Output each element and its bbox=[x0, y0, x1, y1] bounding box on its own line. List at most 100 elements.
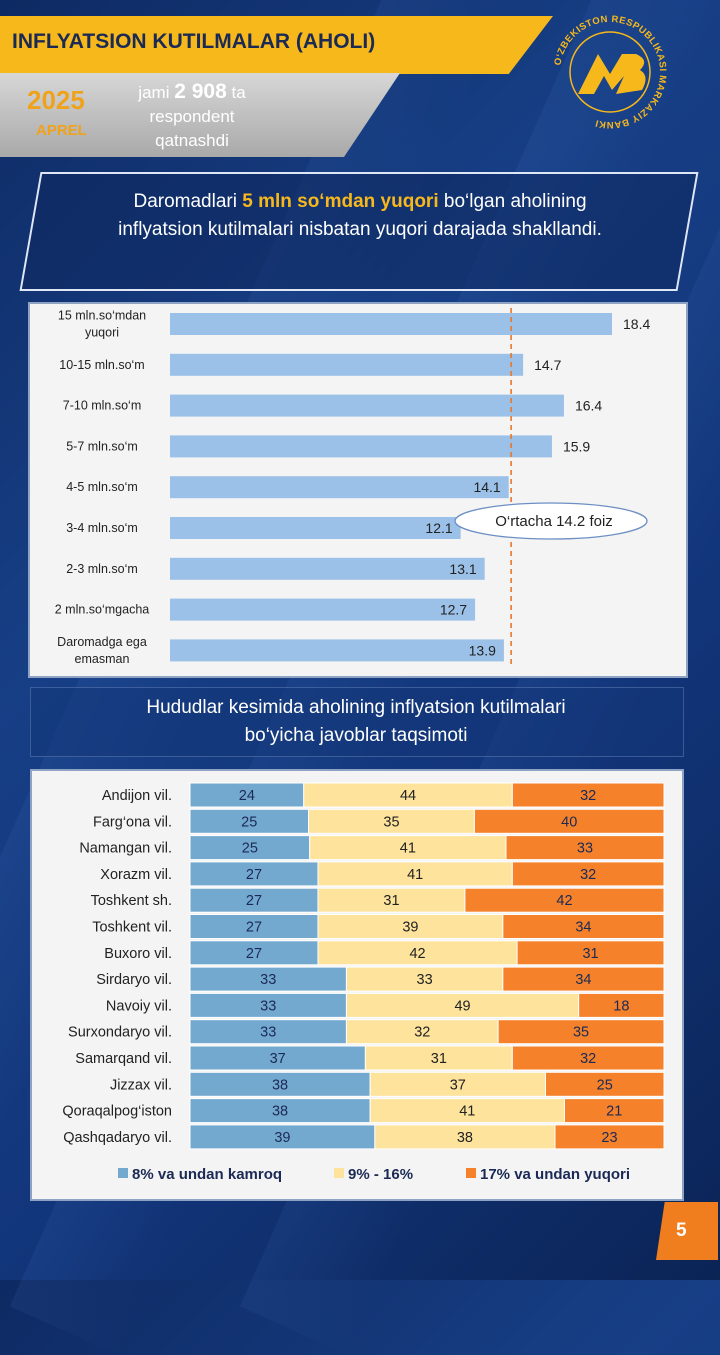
region-label: Namangan vil. bbox=[79, 841, 172, 857]
category-label: yuqori bbox=[85, 326, 119, 340]
stack-segment bbox=[364, 1045, 513, 1071]
page-badge bbox=[656, 1202, 718, 1260]
data-label: 13.1 bbox=[449, 561, 476, 577]
region-label: Sirdaryo vil. bbox=[96, 972, 172, 988]
region-label: Andijon vil. bbox=[102, 788, 172, 804]
stack-segment bbox=[189, 992, 347, 1018]
info-bar bbox=[0, 73, 400, 157]
data-label: 12.7 bbox=[440, 602, 467, 618]
average-annotation: O‘rtacha 14.2 foiz bbox=[495, 513, 613, 530]
segment-label: 31 bbox=[383, 893, 399, 909]
stack-segment bbox=[502, 966, 665, 992]
legend-label: 17% va undan yuqori bbox=[480, 1166, 630, 1183]
stack-segment bbox=[511, 861, 665, 887]
stack-segment bbox=[189, 782, 305, 808]
data-label: 12.1 bbox=[425, 520, 452, 536]
segment-label: 25 bbox=[242, 841, 258, 857]
stack-segment bbox=[189, 808, 309, 834]
category-label: 10-15 mln.so‘m bbox=[59, 358, 144, 372]
legend-swatch bbox=[466, 1168, 476, 1178]
title-banner bbox=[0, 16, 553, 74]
segment-label: 32 bbox=[580, 867, 596, 883]
segment-label: 41 bbox=[407, 867, 423, 883]
stack-segment bbox=[502, 914, 665, 939]
segment-label: 21 bbox=[606, 1104, 622, 1120]
segment-label: 37 bbox=[450, 1077, 466, 1093]
segment-label: 44 bbox=[400, 788, 416, 804]
segment-label: 33 bbox=[260, 972, 276, 988]
income-expectations-chart: 15 mln.so‘mdan yuqori 18.4 10-15 mln.so‘m 14… bbox=[55, 308, 650, 668]
central-bank-logo: O‘ZBEKISTON RESPUBLIKASI MARKAZIY BANKI bbox=[552, 14, 667, 130]
average-annotation-bubble bbox=[454, 502, 648, 540]
region-label: Qashqadaryo vil. bbox=[63, 1130, 172, 1146]
category-label: 15 mln.so‘mdan bbox=[58, 309, 146, 323]
region-label: Farg‘ona vil. bbox=[93, 814, 172, 830]
stack-segment bbox=[545, 1071, 665, 1097]
bar bbox=[170, 598, 476, 621]
region-label: Toshkent vil. bbox=[92, 920, 172, 936]
segment-label: 37 bbox=[270, 1051, 286, 1067]
segment-label: 32 bbox=[414, 1025, 430, 1041]
category-label: 3-4 mln.so‘m bbox=[66, 521, 138, 535]
segment-label: 23 bbox=[601, 1130, 617, 1146]
segment-label: 32 bbox=[580, 1051, 596, 1067]
region-label: Buxoro vil. bbox=[104, 946, 172, 962]
bar bbox=[170, 313, 612, 335]
segment-label: 18 bbox=[613, 998, 629, 1014]
segment-label: 41 bbox=[400, 841, 416, 857]
stack-segment bbox=[309, 835, 507, 861]
region-label: Samarqand vil. bbox=[75, 1051, 172, 1067]
stack-segment bbox=[497, 1019, 665, 1045]
legend-swatch bbox=[334, 1168, 344, 1178]
data-label: 18.4 bbox=[623, 316, 650, 332]
stack-segment bbox=[189, 1019, 347, 1045]
stack-segment bbox=[578, 992, 665, 1018]
region-label: Toshkent sh. bbox=[91, 893, 172, 909]
respondents-count: 2 908 bbox=[174, 80, 227, 103]
stack-segment bbox=[189, 1045, 366, 1071]
data-label: 14.1 bbox=[473, 479, 500, 495]
stack-segment bbox=[308, 808, 475, 834]
segment-label: 32 bbox=[580, 788, 596, 804]
segment-label: 33 bbox=[260, 998, 276, 1014]
regions-distribution-chart: 24 44 32 Andijon vil. 25 35 40 Farg‘ona vil. 25 4… bbox=[62, 782, 665, 1183]
segment-label: 42 bbox=[409, 946, 425, 962]
bar bbox=[170, 435, 552, 458]
category-label: Daromadga ega bbox=[57, 635, 147, 649]
region-label: Qoraqalpog‘iston bbox=[62, 1104, 172, 1120]
segment-label: 27 bbox=[246, 867, 262, 883]
category-label: 2-3 mln.so‘m bbox=[66, 562, 138, 576]
stack-segment bbox=[505, 835, 665, 861]
segment-label: 35 bbox=[383, 814, 399, 830]
stack-segment bbox=[563, 1098, 665, 1124]
respondents-info: jami 2 908 ta respondent qatnashdi bbox=[138, 80, 246, 150]
segment-label: 27 bbox=[246, 920, 262, 936]
stack-segment bbox=[189, 887, 319, 913]
stack-segment bbox=[345, 1019, 499, 1045]
bar bbox=[170, 394, 564, 417]
section2-title: Hududlar kesimida aholining inflyatsion … bbox=[146, 697, 566, 746]
region-label: Navoiy vil. bbox=[106, 998, 172, 1014]
segment-label: 39 bbox=[402, 920, 418, 936]
bar bbox=[170, 353, 524, 376]
stack-segment bbox=[554, 1124, 665, 1150]
section2-band bbox=[30, 687, 684, 757]
stack-segment bbox=[189, 1124, 376, 1150]
segment-label: 38 bbox=[272, 1077, 288, 1093]
segment-label: 33 bbox=[577, 841, 593, 857]
report-year: 2025 bbox=[27, 85, 85, 115]
segment-label: 27 bbox=[246, 946, 262, 962]
stack-segment bbox=[511, 782, 665, 808]
stack-segment bbox=[317, 914, 504, 939]
segment-label: 39 bbox=[274, 1130, 290, 1146]
segment-label: 34 bbox=[575, 920, 591, 936]
stack-segment bbox=[189, 861, 319, 887]
segment-label: 25 bbox=[597, 1077, 613, 1093]
category-label: emasman bbox=[75, 652, 130, 666]
stack-segment bbox=[473, 808, 665, 834]
stack-segment bbox=[345, 966, 504, 992]
category-label: 2 mln.so‘mgacha bbox=[55, 603, 150, 617]
segment-label: 38 bbox=[457, 1130, 473, 1146]
report-month: APREL bbox=[36, 122, 87, 139]
stack-segment bbox=[189, 966, 347, 992]
